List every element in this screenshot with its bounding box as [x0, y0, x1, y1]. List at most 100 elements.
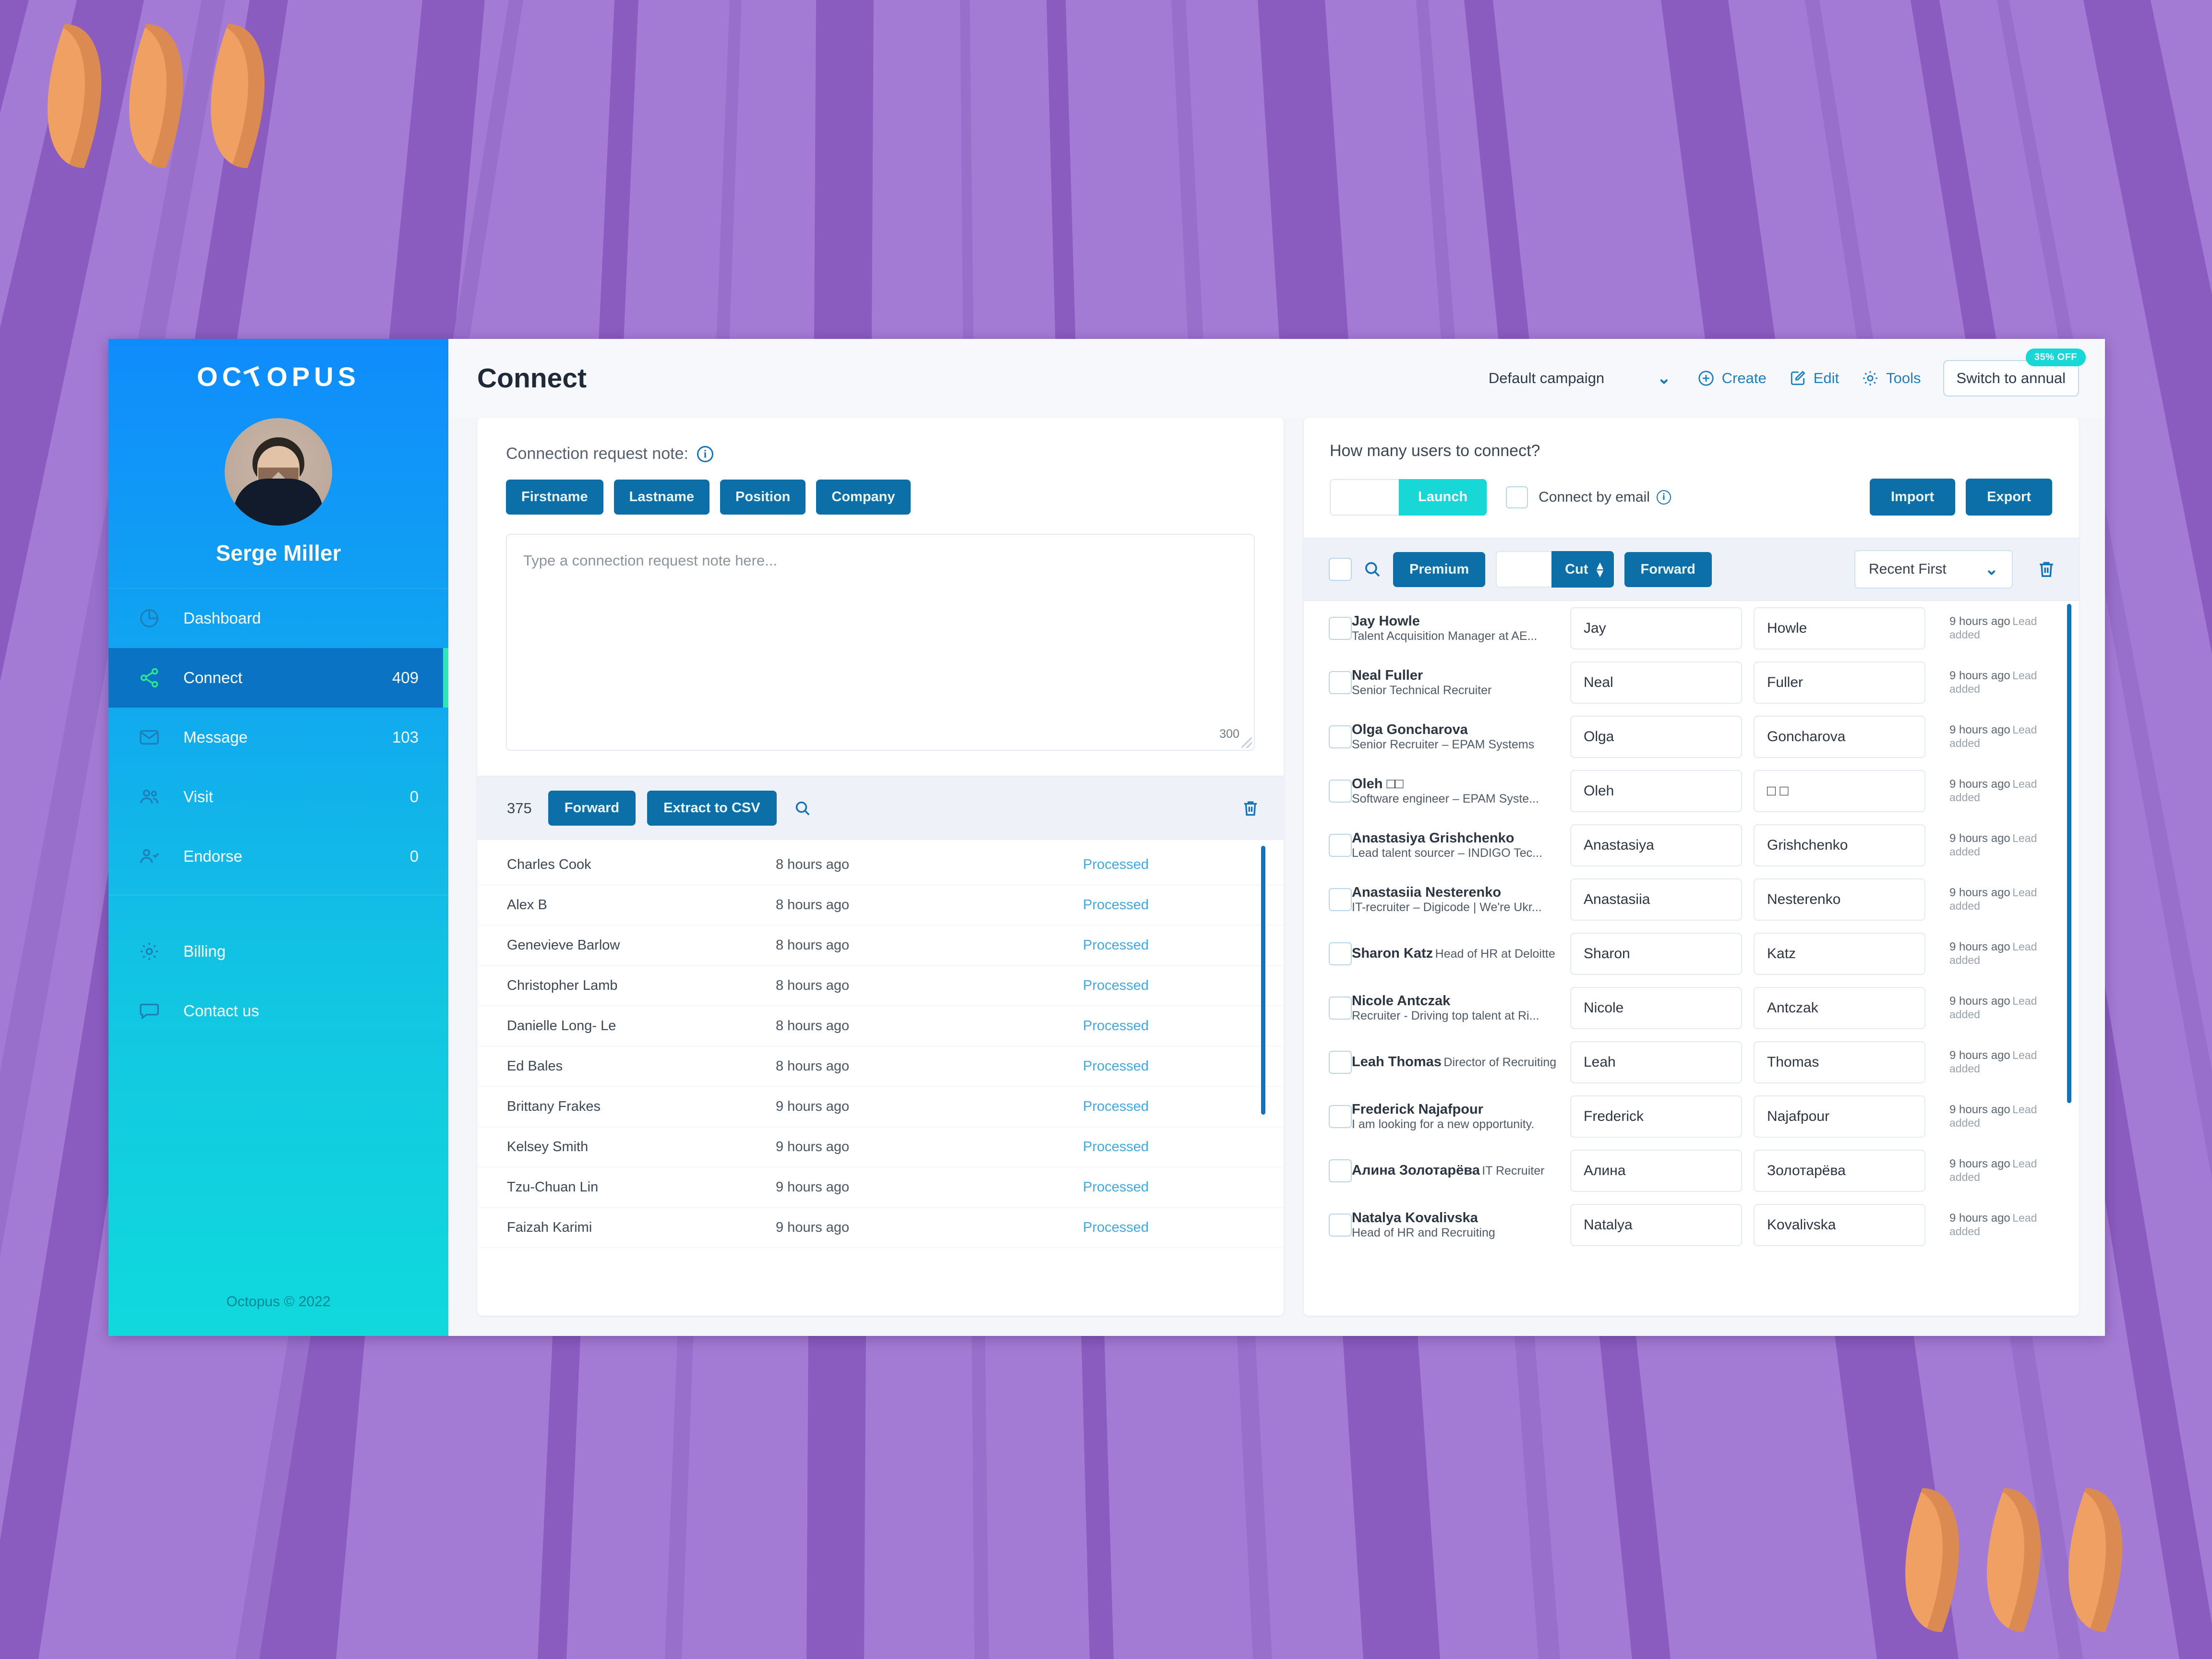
lead-lastname-input[interactable]: Antczak: [1754, 986, 1925, 1029]
lead-checkbox[interactable]: [1329, 1105, 1352, 1128]
lead-firstname-input[interactable]: Olga: [1570, 715, 1742, 758]
activity-forward-button[interactable]: Forward: [548, 791, 636, 826]
activity-row[interactable]: Ed Bales 8 hours ago Processed: [477, 1046, 1284, 1087]
lead-lastname-input[interactable]: Thomas: [1754, 1041, 1925, 1083]
activity-scrollbar[interactable]: [1261, 846, 1265, 1115]
lead-row[interactable]: Anastasiya Grishchenko Lead talent sourc…: [1304, 818, 2079, 872]
lead-firstname-input[interactable]: Nicole: [1570, 986, 1742, 1029]
lead-row[interactable]: Jay Howle Talent Acquisition Manager at …: [1304, 601, 2079, 655]
lead-checkbox[interactable]: [1329, 671, 1352, 694]
lead-lastname-input[interactable]: Nesterenko: [1754, 878, 1925, 921]
lead-checkbox[interactable]: [1329, 833, 1352, 857]
sidebar-item-visit[interactable]: Visit 0: [108, 767, 448, 827]
lead-checkbox[interactable]: [1329, 616, 1352, 640]
lead-checkbox[interactable]: [1329, 942, 1352, 965]
lead-lastname-input[interactable]: Goncharova: [1754, 715, 1925, 758]
export-button[interactable]: Export: [1966, 479, 2052, 516]
lead-lastname-input[interactable]: Kovalivska: [1754, 1203, 1925, 1246]
lead-firstname-input[interactable]: Jay: [1570, 607, 1742, 649]
lead-row[interactable]: Olga Goncharova Senior Recruiter – EPAM …: [1304, 709, 2079, 764]
cut-amount-input[interactable]: [1496, 551, 1552, 588]
search-icon[interactable]: [793, 799, 812, 818]
lead-lastname-input[interactable]: Najafpour: [1754, 1095, 1925, 1138]
sidebar-item-connect[interactable]: Connect 409: [108, 648, 448, 708]
create-button[interactable]: Create: [1697, 369, 1767, 387]
tools-button[interactable]: Tools: [1861, 369, 1921, 387]
tag-company-button[interactable]: Company: [816, 480, 911, 515]
select-all-checkbox[interactable]: [1329, 558, 1352, 581]
lead-lastname-input[interactable]: Grishchenko: [1754, 824, 1925, 866]
launch-button[interactable]: Launch: [1399, 479, 1487, 516]
lead-time: 9 hours ago: [1949, 940, 2010, 953]
cut-button[interactable]: Cut ▴ ▾: [1551, 551, 1614, 588]
sidebar-item-endorse[interactable]: Endorse 0: [108, 827, 448, 886]
activity-row[interactable]: Alex B 8 hours ago Processed: [477, 885, 1284, 926]
import-button[interactable]: Import: [1869, 479, 1956, 516]
connect-by-email-checkbox[interactable]: [1506, 486, 1528, 508]
lead-firstname-input[interactable]: Frederick: [1570, 1095, 1742, 1138]
lead-firstname-input[interactable]: Leah: [1570, 1041, 1742, 1083]
lead-firstname-input[interactable]: Natalya: [1570, 1203, 1742, 1246]
activity-row[interactable]: Kelsey Smith 9 hours ago Processed: [477, 1127, 1284, 1167]
leads-scrollbar[interactable]: [2067, 604, 2071, 1103]
switch-to-annual-button[interactable]: Switch to annual 35% OFF: [1943, 349, 2086, 397]
sidebar-item-contact-us[interactable]: Contact us: [108, 981, 448, 1041]
activity-row[interactable]: Faizah Karimi 9 hours ago Processed: [477, 1208, 1284, 1248]
lead-event: Lead added: [1949, 615, 2037, 641]
tag-lastname-button[interactable]: Lastname: [613, 480, 709, 515]
leads-forward-button[interactable]: Forward: [1624, 552, 1712, 587]
info-icon[interactable]: i: [697, 445, 713, 462]
delete-icon[interactable]: [2036, 559, 2057, 580]
lead-row[interactable]: Sharon Katz Head of HR at Deloitte Sharo…: [1304, 926, 2079, 981]
tag-position-button[interactable]: Position: [720, 480, 806, 515]
lead-row[interactable]: Anastasiia Nesterenko IT-recruiter – Dig…: [1304, 872, 2079, 926]
sidebar-item-dashboard[interactable]: Dashboard: [108, 589, 448, 648]
lead-lastname-input[interactable]: Золотарёва: [1754, 1149, 1925, 1192]
lead-checkbox[interactable]: [1329, 888, 1352, 911]
lead-row[interactable]: Leah Thomas Director of Recruiting Leah …: [1304, 1035, 2079, 1089]
lead-row[interactable]: Oleh □□ Software engineer – EPAM Syste..…: [1304, 764, 2079, 818]
sidebar-item-billing[interactable]: Billing: [108, 922, 448, 981]
lead-lastname-input[interactable]: Fuller: [1754, 661, 1925, 704]
lead-firstname-input[interactable]: Sharon: [1570, 932, 1742, 975]
activity-row[interactable]: Danielle Long- Le 8 hours ago Processed: [477, 1006, 1284, 1046]
activity-row[interactable]: Genevieve Barlow 8 hours ago Processed: [477, 926, 1284, 966]
lead-firstname-input[interactable]: Anastasiia: [1570, 878, 1742, 921]
lead-lastname-input[interactable]: Howle: [1754, 607, 1925, 649]
lead-checkbox[interactable]: [1329, 996, 1352, 1020]
activity-row[interactable]: Charles Cook 8 hours ago Processed: [477, 845, 1284, 885]
users-to-connect-input[interactable]: [1330, 479, 1399, 516]
resize-grip-icon[interactable]: [1241, 737, 1252, 748]
lead-firstname-input[interactable]: Oleh: [1570, 769, 1742, 812]
extract-to-csv-button[interactable]: Extract to CSV: [647, 791, 777, 826]
activity-row[interactable]: Brittany Frakes 9 hours ago Processed: [477, 1087, 1284, 1127]
sort-select[interactable]: Recent First ⌄: [1854, 550, 2013, 589]
edit-button[interactable]: Edit: [1789, 369, 1839, 387]
lead-checkbox[interactable]: [1329, 779, 1352, 803]
search-icon[interactable]: [1362, 559, 1382, 579]
activity-row[interactable]: Tzu-Chuan Lin 9 hours ago Processed: [477, 1167, 1284, 1208]
lead-checkbox[interactable]: [1329, 1159, 1352, 1182]
lead-firstname-input[interactable]: Алина: [1570, 1149, 1742, 1192]
sidebar-item-message[interactable]: Message 103: [108, 708, 448, 767]
lead-checkbox[interactable]: [1329, 1213, 1352, 1237]
lead-firstname-input[interactable]: Neal: [1570, 661, 1742, 704]
lead-checkbox[interactable]: [1329, 1050, 1352, 1074]
lead-row[interactable]: Frederick Najafpour I am looking for a n…: [1304, 1089, 2079, 1143]
lead-checkbox[interactable]: [1329, 725, 1352, 748]
premium-button[interactable]: Premium: [1393, 552, 1486, 587]
lead-row[interactable]: Алина Золотарёва IT Recruiter Алина Золо…: [1304, 1143, 2079, 1198]
delete-icon[interactable]: [1240, 798, 1261, 818]
activity-row[interactable]: Christopher Lamb 8 hours ago Processed: [477, 966, 1284, 1006]
tag-firstname-button[interactable]: Firstname: [506, 480, 603, 515]
lead-lastname-input[interactable]: □ □: [1754, 769, 1925, 812]
lead-row[interactable]: Nicole Antczak Recruiter - Driving top t…: [1304, 981, 2079, 1035]
lead-row[interactable]: Neal Fuller Senior Technical Recruiter N…: [1304, 655, 2079, 709]
campaign-select[interactable]: Default campaign ⌄: [1489, 369, 1671, 388]
lead-row[interactable]: Natalya Kovalivska Head of HR and Recrui…: [1304, 1198, 2079, 1252]
connection-note-textarea[interactable]: Type a connection request note here... 3…: [506, 534, 1255, 751]
info-icon[interactable]: i: [1656, 490, 1671, 505]
lead-lastname-input[interactable]: Katz: [1754, 932, 1925, 975]
stepper-icon[interactable]: ▴ ▾: [1597, 558, 1603, 580]
lead-firstname-input[interactable]: Anastasiya: [1570, 824, 1742, 866]
